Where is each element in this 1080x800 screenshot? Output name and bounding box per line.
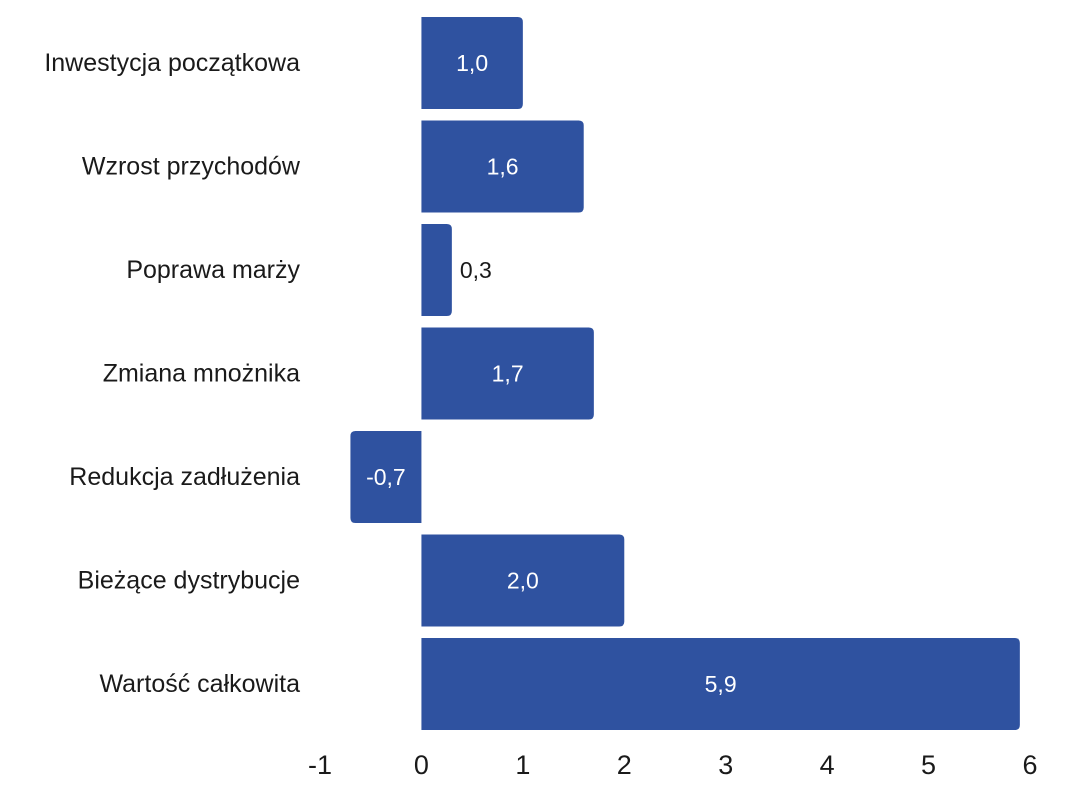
category-label: Inwestycja początkowa (44, 49, 300, 77)
category-label: Zmiana mnożnika (103, 360, 300, 388)
category-label: Wzrost przychodów (82, 153, 301, 181)
bar-0 (421, 17, 523, 109)
x-tick-label: 0 (414, 750, 429, 780)
x-tick-label: 6 (1022, 750, 1037, 780)
category-label: Redukcja zadłużenia (69, 463, 300, 491)
x-tick-label: 4 (820, 750, 835, 780)
data-label: -0,7 (366, 464, 406, 490)
data-labels: 1,0 1,6 0,3 1,7 -0,7 2,0 5,9 (366, 50, 737, 697)
bar-5 (421, 534, 625, 627)
x-tick-label: 5 (921, 750, 936, 780)
data-label: 1,0 (456, 50, 488, 76)
x-tick-label: -1 (308, 750, 332, 780)
data-label: 1,6 (487, 154, 519, 180)
data-label: 2,0 (507, 568, 539, 594)
category-label: Poprawa marży (126, 256, 300, 284)
category-label: Wartość całkowita (99, 670, 300, 698)
data-label: 0,3 (460, 257, 492, 283)
bar-3 (421, 327, 594, 420)
bar-2 (421, 224, 452, 316)
bar-4 (350, 431, 422, 523)
x-axis-tick-labels: -1 0 1 2 3 4 5 6 (308, 750, 1038, 780)
data-label: 5,9 (705, 671, 737, 697)
bar-1 (421, 120, 584, 213)
category-label: Bieżące dystrybucje (78, 567, 300, 595)
x-tick-label: 3 (718, 750, 733, 780)
data-label: 1,7 (492, 361, 524, 387)
category-labels: Inwestycja początkowa Wzrost przychodów Po… (44, 49, 301, 698)
x-tick-label: 2 (617, 750, 632, 780)
bars-layer (350, 17, 1020, 730)
x-tick-label: 1 (515, 750, 530, 780)
bar-6 (421, 638, 1020, 730)
